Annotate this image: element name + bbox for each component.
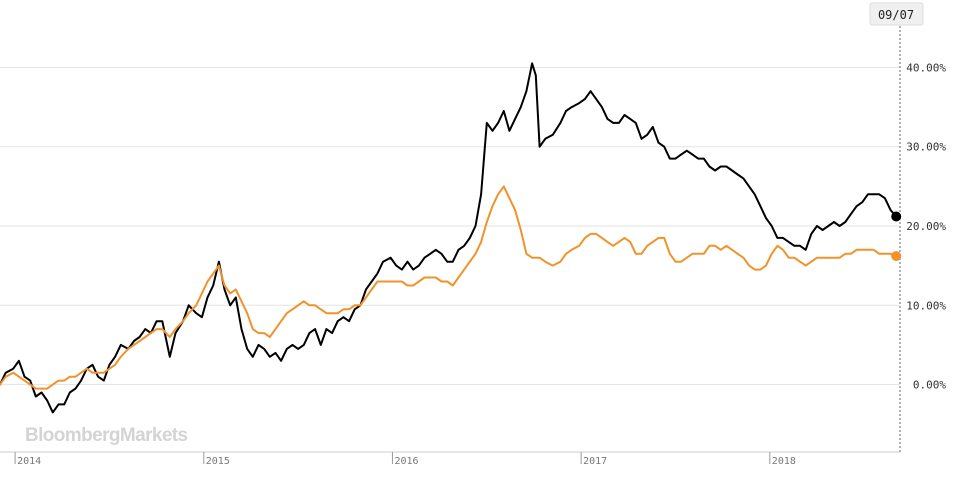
series-end-marker-2[interactable] xyxy=(891,251,902,262)
y-tick-label: 40.00% xyxy=(906,61,946,74)
x-tick-label: 2014 xyxy=(17,456,41,467)
x-tick-label: 2017 xyxy=(583,456,607,467)
y-tick-label: 30.00% xyxy=(906,141,946,154)
series-line-2 xyxy=(0,185,898,390)
x-axis: 2014 2015 2016 2017 2018 xyxy=(0,451,900,467)
y-tick-label: 20.00% xyxy=(906,220,946,233)
date-badge-background xyxy=(869,2,924,26)
series-line-1 xyxy=(0,62,898,414)
series-end-marker-1[interactable] xyxy=(891,211,902,222)
cursor-date-label: 09/07 xyxy=(878,8,914,22)
date-badge: 09/07 xyxy=(869,2,924,26)
y-axis: 0.00% 10.00% 20.00% 30.00% 40.00% xyxy=(906,61,946,391)
grid-lines xyxy=(0,66,900,386)
x-tick-label: 2018 xyxy=(772,456,796,467)
series-end-markers xyxy=(891,211,902,262)
x-tick-label: 2016 xyxy=(394,456,418,467)
x-tick-label: 2015 xyxy=(206,456,230,467)
y-tick-label: 10.00% xyxy=(906,299,946,312)
bloomberg-markets-watermark: BloombergMarkets xyxy=(25,425,188,446)
series-lines xyxy=(0,62,898,414)
y-tick-label: 0.00% xyxy=(913,379,946,392)
